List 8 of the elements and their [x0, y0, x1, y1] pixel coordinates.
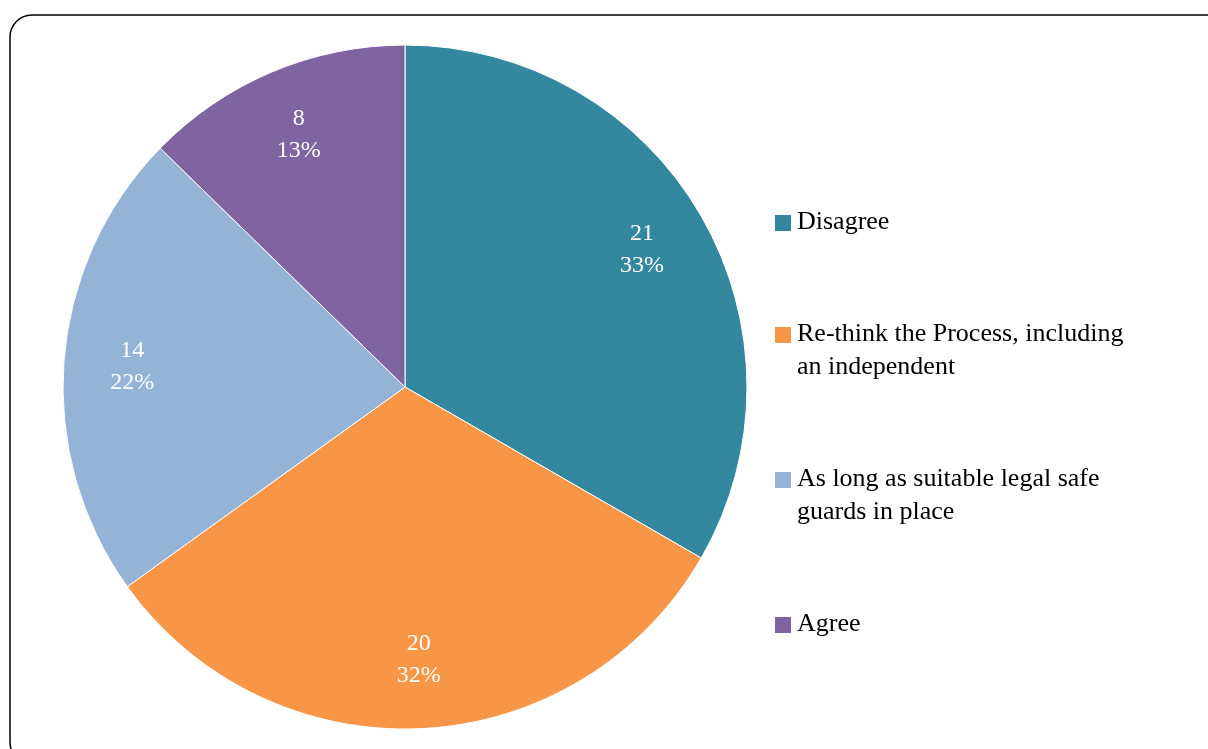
legend-label: Re-think the Process, including an independent: [797, 317, 1124, 380]
legend-label: As long as suitable legal safe guards in place: [797, 462, 1100, 525]
data-label: 14 22%: [110, 335, 155, 394]
data-label: 20 32%: [396, 628, 441, 687]
data-label: 21 33%: [619, 218, 664, 277]
legend-label: Disagree: [797, 205, 890, 235]
data-label: 8 13%: [276, 103, 321, 162]
legend-label: Agree: [797, 607, 861, 637]
